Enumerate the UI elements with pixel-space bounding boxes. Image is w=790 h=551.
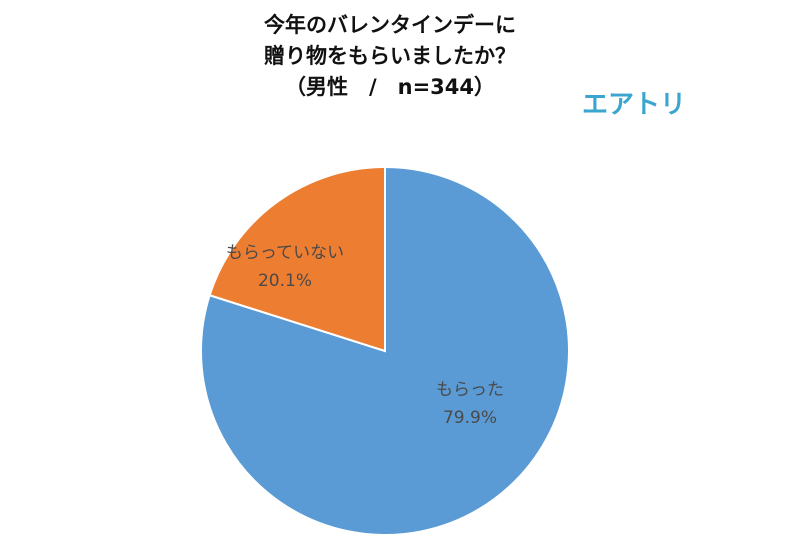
pie-slice-label-1: もらっていない xyxy=(226,243,344,263)
chart-title-line-2: 贈り物をもらいましたか？ xyxy=(264,44,516,68)
pie-slice-1 xyxy=(208,165,386,353)
pie-slice-value-0: 79.9% xyxy=(443,408,497,428)
pie-slice-value-1: 20.1% xyxy=(258,271,312,291)
chart-title: 今年のバレンタインデーに 贈り物をもらいましたか？ （男性 / n=344） xyxy=(150,10,630,103)
brand-logo: エアトリ xyxy=(582,90,687,120)
pie-slice-0 xyxy=(200,165,570,536)
chart-title-line-1: 今年のバレンタインデーに xyxy=(264,13,516,37)
pie-slice-label-0: もらった xyxy=(436,380,504,400)
chart-subtitle: （男性 / n=344） xyxy=(284,75,496,99)
